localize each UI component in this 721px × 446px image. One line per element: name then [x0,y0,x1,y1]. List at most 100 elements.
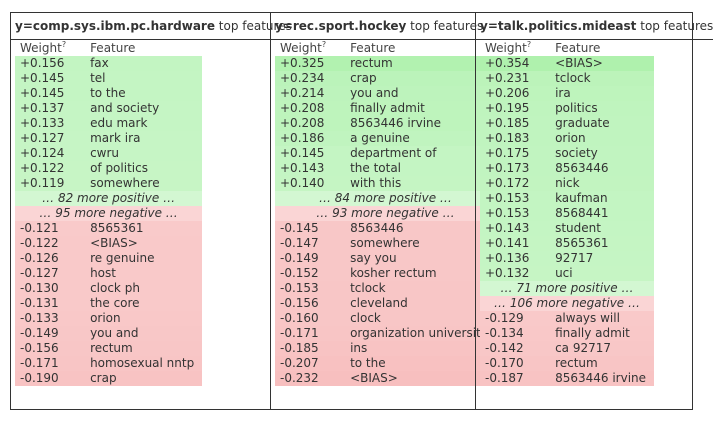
feature-name: you and [350,86,399,100]
feature-weight: -0.156 [20,341,59,355]
feature-name: say you [350,251,397,265]
more-negative-summary: … 106 more negative … [494,296,640,310]
negative-feature-row: -0.171 organization university [275,326,496,341]
title-suffix: top features [636,19,714,33]
feature-name: re genuine [90,251,155,265]
feature-weight: -0.187 [485,371,524,385]
feature-weight: +0.124 [20,146,65,160]
negative-feature-row: -0.121 8565361 [15,221,203,236]
negative-feature-row: -0.156 cleveland [275,296,496,311]
positive-feature-row: +0.175 society [480,146,655,161]
target-label: y=talk.politics.mideast [480,19,637,33]
feature-name: the total [350,161,402,175]
feature-weight: -0.171 [280,326,319,340]
weight-header-label: Weight [485,41,527,55]
feature-weight: +0.141 [485,236,530,250]
weight-help-mark[interactable]: ? [526,40,532,49]
more-negative-row: … 106 more negative … [480,296,655,311]
feature-weight: +0.132 [485,266,530,280]
class-panel-talk-politics-mideast: y=talk.politics.mideast top features Wei… [475,13,714,409]
feature-weight: +0.119 [20,176,65,190]
weight-help-mark[interactable]: ? [61,40,67,49]
positive-feature-row: +0.354 <BIAS> [480,56,655,71]
feature-name: tel [90,71,106,85]
feature-weight: +0.208 [280,116,325,130]
negative-feature-row: -0.160 clock [275,311,496,326]
negative-feature-row: -0.142 ca 92717 [480,341,655,356]
negative-feature-row: -0.147 somewhere [275,236,496,251]
feature-name: 8563446 [555,161,609,175]
feature-weight: -0.207 [280,356,319,370]
weight-column-header: Weight? [275,40,350,56]
feature-name: clock [350,311,381,325]
positive-feature-row: +0.234 crap [275,71,496,86]
feature-weight: +0.156 [20,56,65,70]
feature-name: nick [555,176,580,190]
feature-column-header: Feature [90,41,136,55]
feature-name: crap [350,71,377,85]
negative-feature-row: -0.185 ins [275,341,496,356]
feature-weight: +0.186 [280,131,325,145]
more-positive-row: … 82 more positive … [15,191,203,206]
feature-weight: +0.206 [485,86,530,100]
feature-name: orion [90,311,121,325]
feature-name: 92717 [555,251,594,265]
target-label: y=rec.sport.hockey [275,19,407,33]
feature-name: <BIAS> [350,371,398,385]
negative-feature-row: -0.127 host [15,266,203,281]
feature-weight: -0.126 [20,251,59,265]
positive-feature-row: +0.156 fax [15,56,203,71]
feature-name: crap [90,371,117,385]
positive-feature-row: +0.186 a genuine [275,131,496,146]
class-panel-rec-sport-hockey: y=rec.sport.hockey top features Weight? F… [270,13,496,409]
negative-feature-row: -0.131 the core [15,296,203,311]
feature-name: fax [90,56,109,70]
table-header: Weight? Feature [480,40,654,56]
feature-weights-container: y=comp.sys.ibm.pc.hardware top features … [10,12,714,410]
positive-feature-row: +0.173 8563446 [480,161,655,176]
positive-feature-row: +0.137 and society [15,101,203,116]
feature-weight: +0.127 [20,131,65,145]
feature-weight: -0.130 [20,281,59,295]
weight-column-header: Weight? [480,40,555,56]
feature-weight: -0.160 [280,311,319,325]
feature-name: cleveland [350,296,408,310]
feature-name: mark ira [90,131,141,145]
positive-feature-row: +0.208 8563446 irvine [275,116,496,131]
weight-header-label: Weight [20,41,62,55]
feature-name: <BIAS> [90,236,138,250]
feature-weight: -0.121 [20,221,59,235]
negative-feature-row: -0.129 always will [480,311,655,326]
feature-name: ira [555,86,571,100]
feature-name: a genuine [350,131,410,145]
feature-name: organization university [350,326,488,340]
feature-weight: +0.153 [485,191,530,205]
more-positive-summary: … 71 more positive … [500,281,634,295]
feature-name: of politics [90,161,148,175]
positive-feature-row: +0.145 to the [15,86,203,101]
feature-name: 8565361 [555,236,609,250]
feature-name: the core [90,296,140,310]
feature-name: ins [350,341,368,355]
more-negative-row: … 93 more negative … [275,206,496,221]
feature-weight: +0.208 [280,101,325,115]
feature-name: somewhere [350,236,420,250]
weight-help-mark[interactable]: ? [321,40,327,49]
positive-feature-row: +0.206 ira [480,86,655,101]
feature-column-header: Feature [555,41,601,55]
feature-weight: -0.170 [485,356,524,370]
more-positive-row: … 71 more positive … [480,281,655,296]
feature-weight: -0.190 [20,371,59,385]
feature-name: cwru [90,146,120,160]
feature-name: department of [350,146,437,160]
positive-feature-row: +0.122 of politics [15,161,203,176]
positive-feature-row: +0.141 8565361 [480,236,655,251]
feature-weight: -0.147 [280,236,319,250]
feature-weight: -0.134 [485,326,524,340]
feature-weight: +0.195 [485,101,530,115]
feature-name: <BIAS> [555,56,603,70]
negative-feature-row: -0.152 kosher rectum [275,266,496,281]
feature-name: finally admit [555,326,630,340]
feature-weight: +0.140 [280,176,325,190]
positive-feature-row: +0.124 cwru [15,146,203,161]
